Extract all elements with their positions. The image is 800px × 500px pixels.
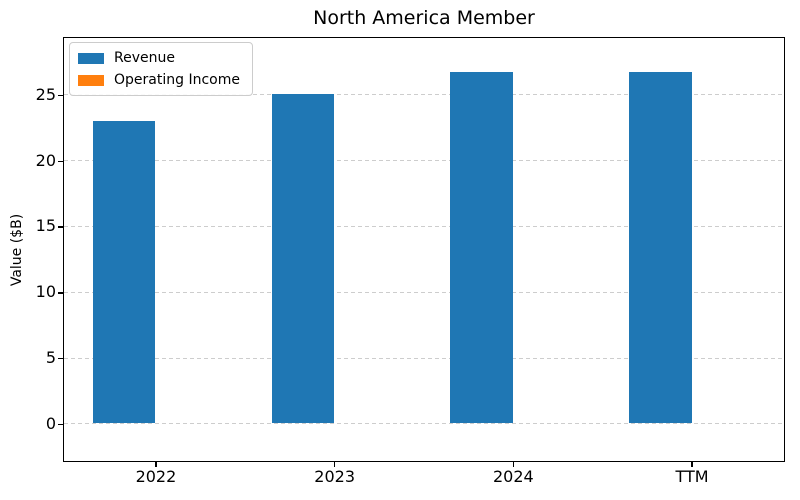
gridline — [64, 357, 783, 359]
y-tick-label: 20 — [35, 150, 56, 170]
legend: Revenue Operating Income — [69, 42, 253, 96]
y-tick-mark — [58, 423, 63, 426]
chart-title: North America Member — [313, 7, 535, 29]
revenue-swatch-icon — [78, 52, 104, 64]
y-tick-label: 10 — [35, 282, 56, 302]
legend-label-operating-income: Operating Income — [114, 72, 240, 88]
y-tick-label: 5 — [45, 348, 56, 368]
gridline — [64, 160, 783, 162]
x-tick-label: 2023 — [314, 467, 355, 486]
plot-area: Revenue Operating Income — [63, 37, 785, 462]
x-tick-label: 2022 — [135, 467, 177, 486]
legend-item-operating-income: Operating Income — [78, 72, 240, 88]
x-tick-label: TTM — [675, 467, 709, 486]
x-tick-label: 2024 — [492, 467, 534, 486]
bar-revenue-2023 — [271, 94, 335, 424]
y-tick-label: 15 — [35, 216, 56, 236]
legend-label-revenue: Revenue — [114, 50, 175, 66]
gridline — [64, 225, 783, 227]
y-tick-label: 25 — [35, 84, 56, 104]
legend-item-revenue: Revenue — [78, 50, 240, 66]
x-tick-mark — [691, 462, 693, 467]
gridline — [64, 94, 783, 96]
x-tick-mark — [512, 462, 515, 467]
y-tick-mark — [58, 292, 63, 294]
y-tick-mark — [58, 358, 63, 360]
gridline — [64, 423, 783, 425]
y-tick-mark — [58, 160, 63, 163]
y-tick-label: 0 — [45, 413, 56, 433]
x-tick-mark — [333, 462, 336, 467]
bar-revenue-2022 — [92, 120, 156, 424]
bar-revenue-ttm — [629, 72, 692, 424]
operating-income-swatch-icon — [78, 74, 104, 86]
x-tick-mark — [155, 462, 157, 467]
y-tick-mark — [58, 94, 63, 97]
gridline — [64, 291, 783, 293]
bar-revenue-2024 — [450, 72, 513, 424]
y-tick-mark — [58, 226, 63, 228]
